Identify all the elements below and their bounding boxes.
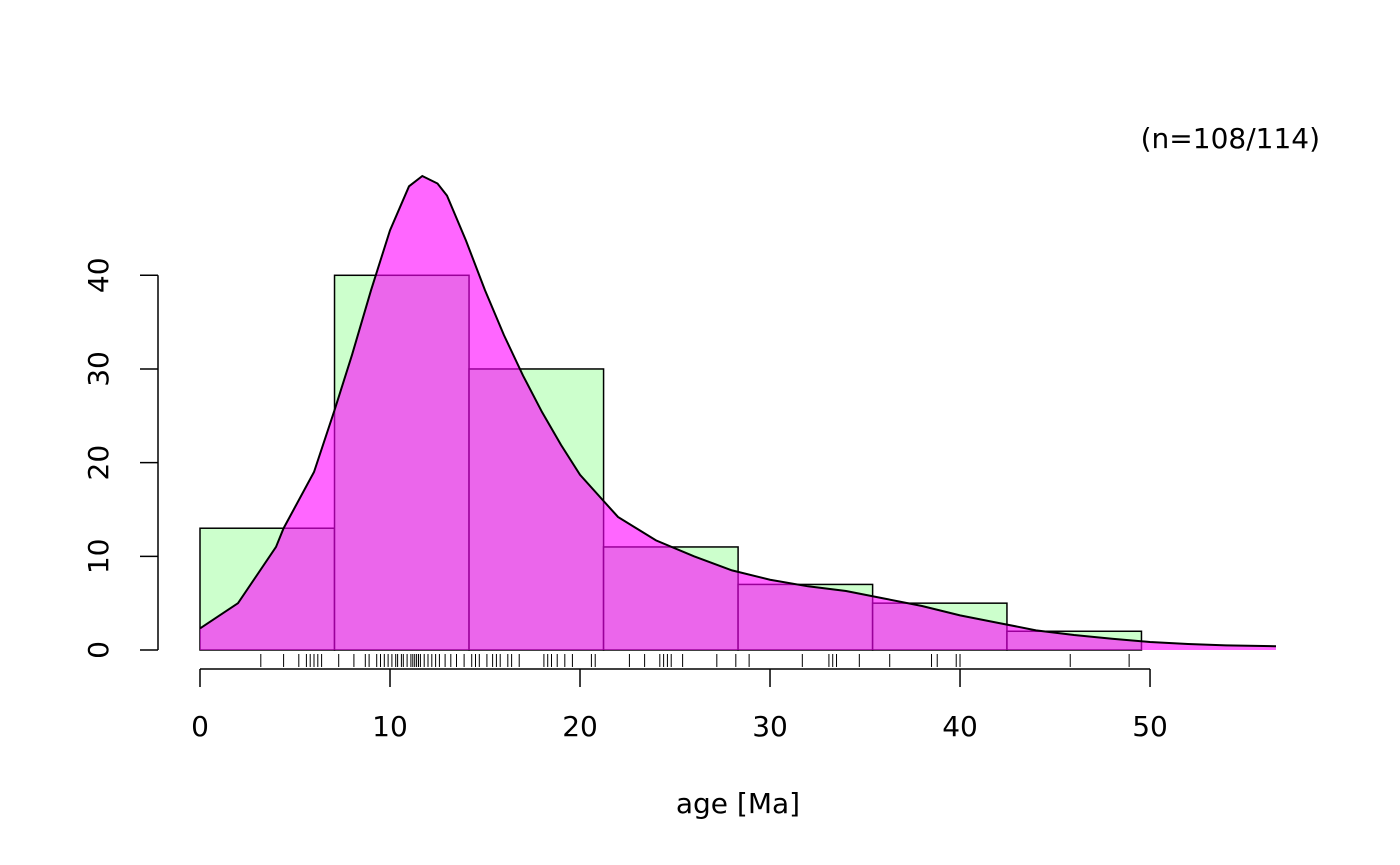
x-tick-label: 20 (562, 710, 598, 743)
annotation: (n=108/114) (1141, 122, 1320, 155)
y-tick-label: 30 (82, 351, 115, 387)
x-tick-label: 50 (1132, 710, 1168, 743)
kde-area (200, 176, 1276, 650)
y-tick-label: 0 (82, 641, 115, 659)
x-tick-label: 30 (752, 710, 788, 743)
kde-line (199, 174, 1277, 648)
x-axis-label: age [Ma] (676, 787, 800, 820)
y-tick-label: 40 (82, 257, 115, 293)
y-tick-label: 10 (82, 539, 115, 575)
x-tick-label: 40 (942, 710, 978, 743)
x-tick-label: 0 (191, 710, 209, 743)
x-tick-label: 10 (372, 710, 408, 743)
y-tick-label: 20 (82, 445, 115, 481)
